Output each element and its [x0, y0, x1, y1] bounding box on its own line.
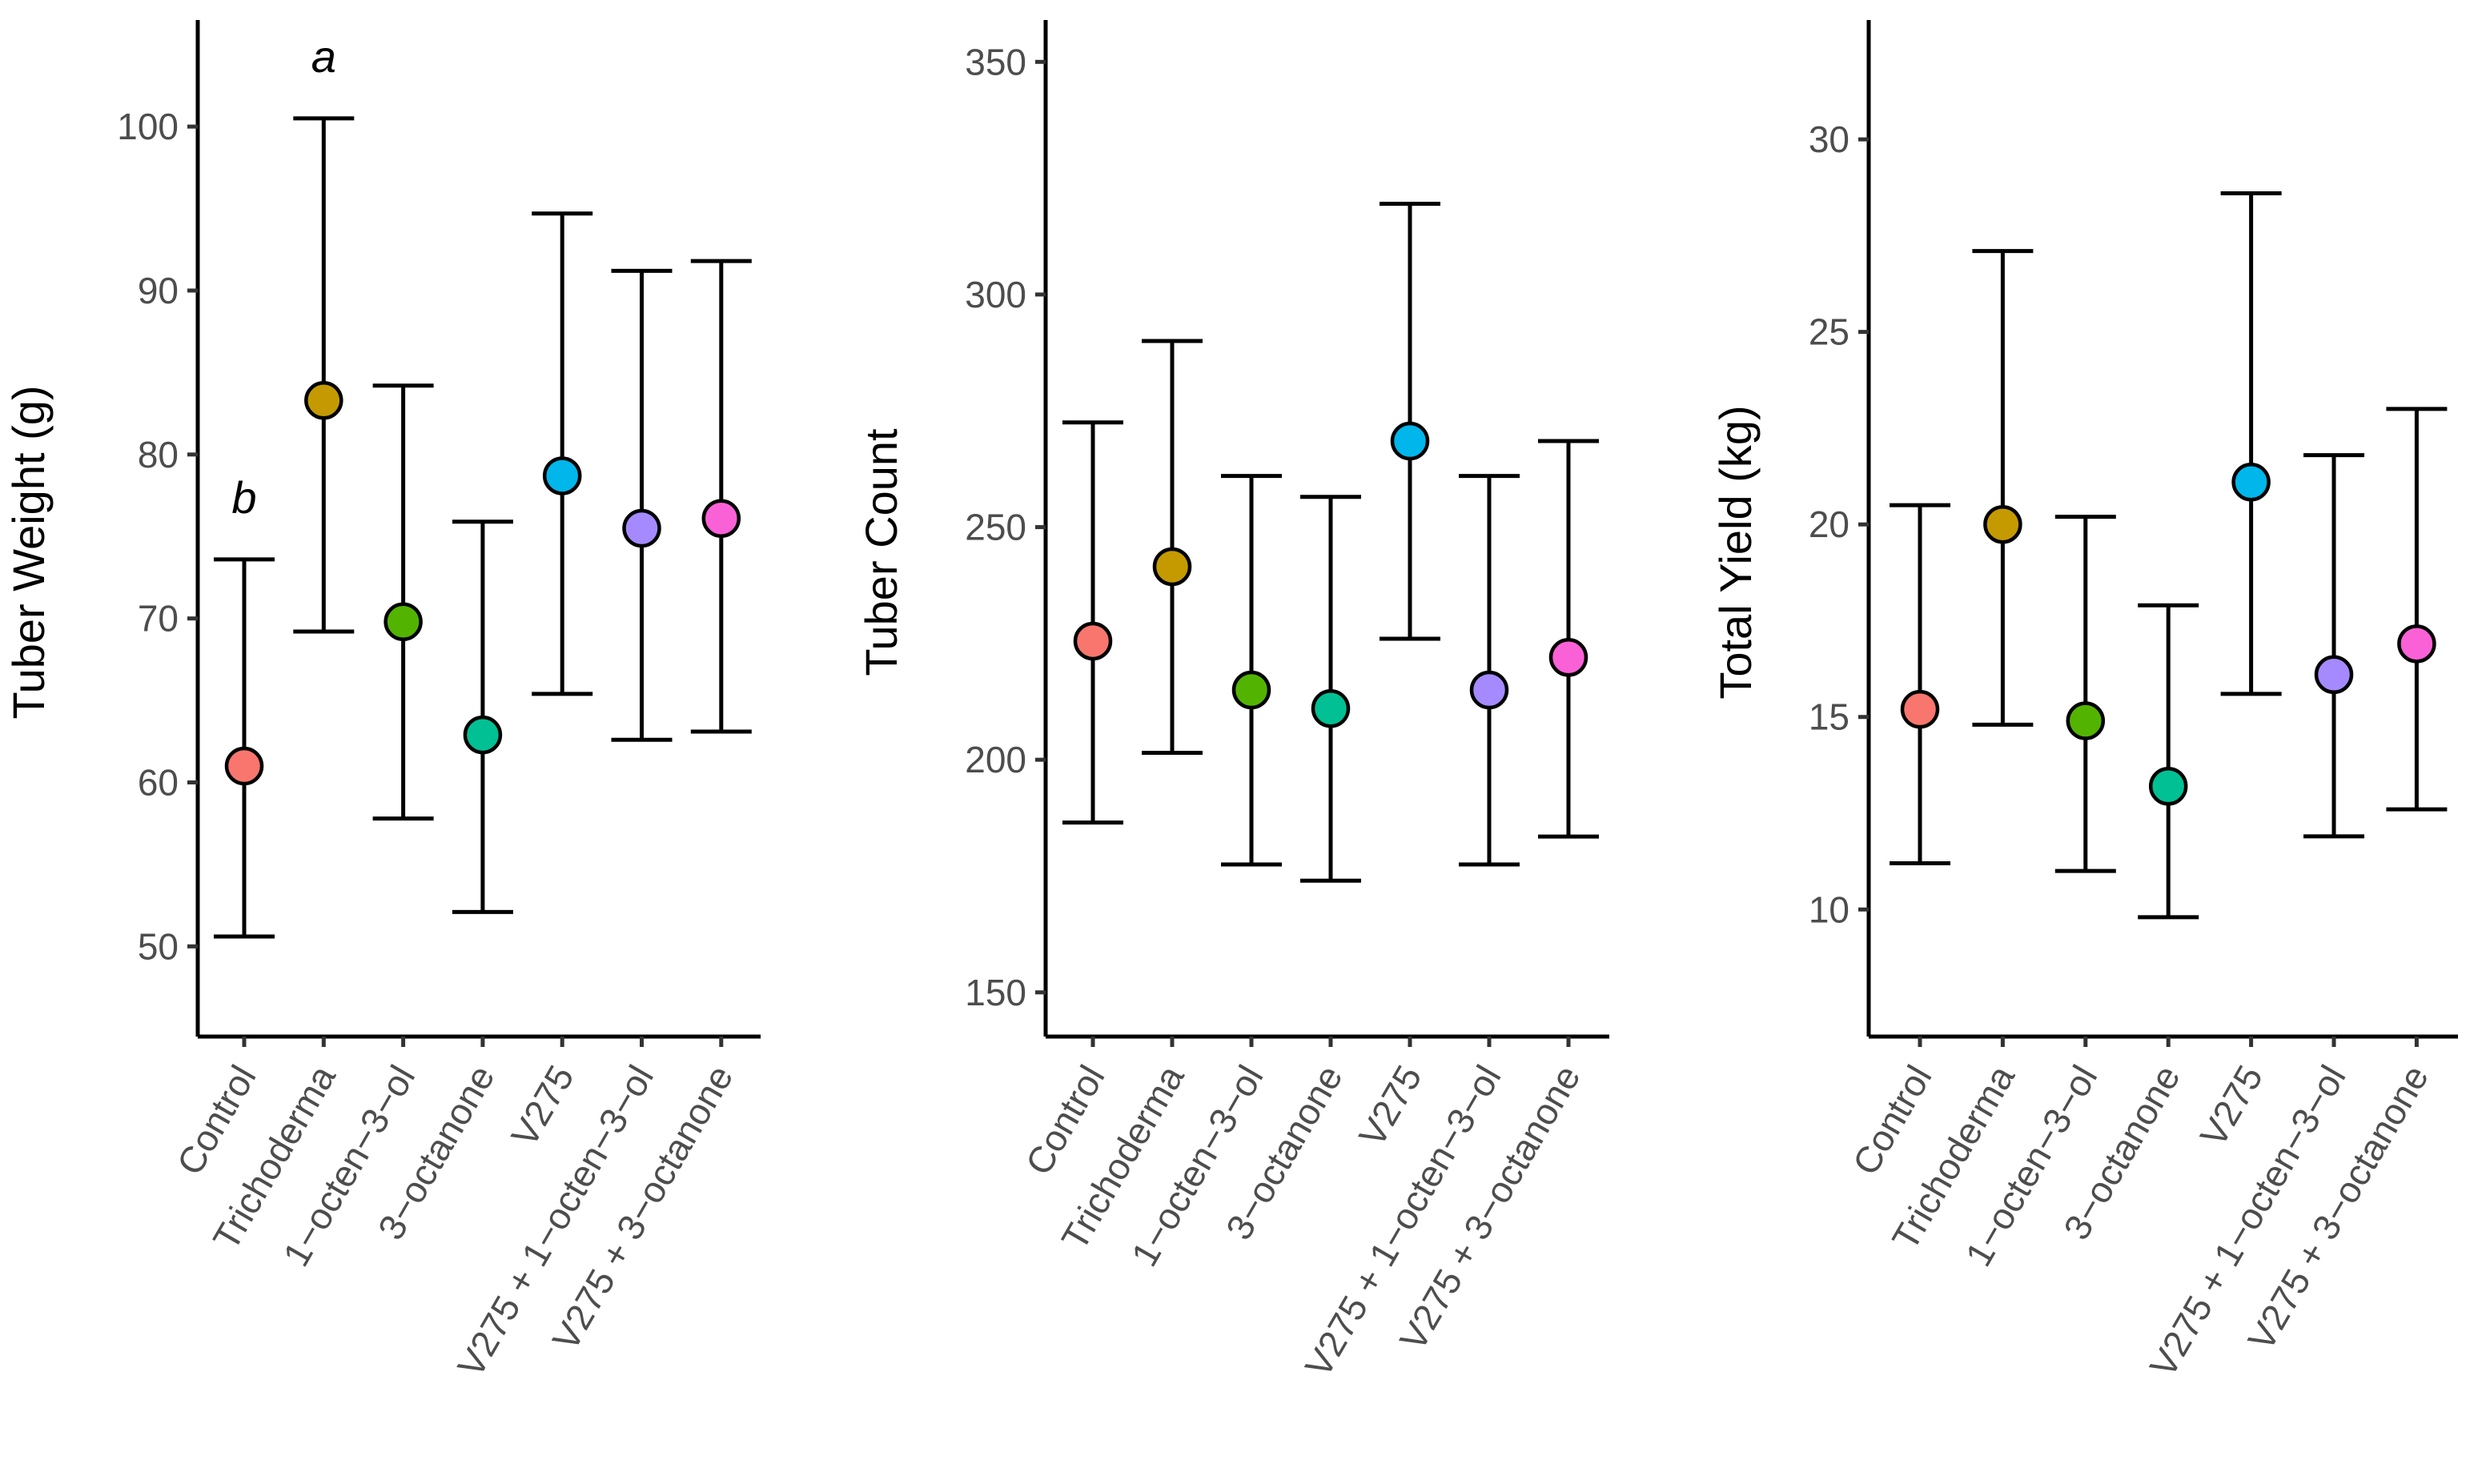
- y-tick-label: 50: [138, 925, 179, 967]
- error-bar-v275: [1380, 202, 1440, 641]
- significance-label: b: [231, 472, 256, 523]
- point-v275-3-octanone: [1548, 638, 1588, 677]
- point-control: [1073, 621, 1113, 661]
- error-bar-1-octen-3-ol: [1221, 474, 1282, 867]
- point-1-octen-3-ol: [1231, 670, 1271, 710]
- y-tick-label: 300: [965, 274, 1026, 315]
- point-trichoderma: [304, 380, 343, 420]
- point-control: [1900, 689, 1940, 729]
- y-tick-label: 15: [1809, 696, 1849, 738]
- error-bar-v275: [532, 211, 593, 696]
- point-v275-1-octen-3-ol: [622, 508, 661, 548]
- y-tick-label: 60: [138, 762, 179, 804]
- error-bar-v275-1-octen-3-ol: [2303, 453, 2364, 839]
- error-bar-control: [1890, 503, 1950, 866]
- y-tick-label: 150: [965, 972, 1026, 1013]
- point-v275: [2231, 463, 2271, 502]
- y-tick-label: 200: [965, 739, 1026, 780]
- y-tick-label: 10: [1809, 888, 1849, 930]
- error-bar-3-octanone: [1300, 495, 1361, 883]
- point-3-octanone: [2148, 767, 2188, 806]
- y-tick-label: 250: [965, 507, 1026, 548]
- x-tick-label: V275: [503, 1058, 582, 1153]
- point-3-octanone: [1311, 688, 1351, 728]
- error-bar-v275-1-octen-3-ol: [1459, 474, 1520, 867]
- point-v275: [542, 456, 582, 495]
- y-tick-label: 90: [138, 270, 179, 311]
- error-bar-1-octen-3-ol: [2054, 515, 2116, 873]
- y-tick-label: 70: [138, 598, 179, 640]
- y-tick-label: 100: [117, 106, 179, 147]
- error-bar-trichoderma: [1972, 249, 2034, 727]
- point-v275-3-octanone: [701, 499, 741, 538]
- x-tick-label: V275: [2192, 1058, 2271, 1153]
- y-axis-title: Tuber Count: [856, 428, 906, 676]
- point-control: [224, 746, 264, 786]
- y-tick-label: 30: [1809, 118, 1849, 160]
- y-axis-title: Total Yield (kg): [1710, 405, 1761, 699]
- error-bar-1-octen-3-ol: [372, 383, 434, 821]
- y-tick-label: 350: [965, 41, 1026, 82]
- point-3-octanone: [463, 715, 503, 755]
- error-bar-v275: [2220, 191, 2282, 696]
- error-bar-trichoderma: [293, 116, 355, 634]
- error-bar-3-octanone: [2138, 603, 2199, 920]
- y-tick-label: 80: [138, 434, 179, 475]
- y-tick-label: 25: [1809, 311, 1849, 353]
- x-tick-label: V275: [1351, 1058, 1430, 1153]
- y-tick-label: 20: [1809, 503, 1849, 545]
- y-axis-title: Tuber Weight (g): [3, 385, 54, 719]
- error-bar-v275-1-octen-3-ol: [611, 268, 673, 742]
- significance-label: a: [311, 31, 336, 82]
- point-trichoderma: [1152, 547, 1192, 587]
- error-bar-trichoderma: [1142, 339, 1203, 755]
- point-1-octen-3-ol: [2066, 701, 2106, 740]
- point-v275-1-octen-3-ol: [2314, 655, 2354, 695]
- point-v275-1-octen-3-ol: [1469, 670, 1509, 710]
- error-bar-v275-3-octanone: [690, 259, 752, 734]
- point-v275-3-octanone: [2397, 624, 2436, 664]
- point-trichoderma: [1983, 504, 2022, 544]
- point-1-octen-3-ol: [384, 602, 423, 642]
- point-v275: [1390, 421, 1430, 461]
- error-bar-v275-3-octanone: [2386, 407, 2448, 812]
